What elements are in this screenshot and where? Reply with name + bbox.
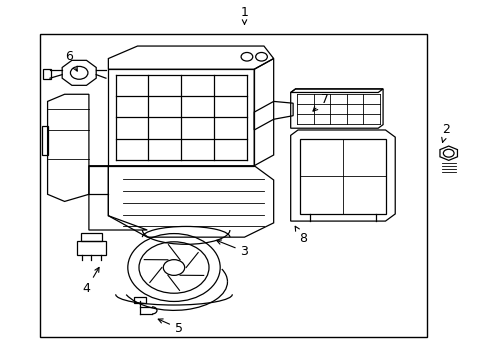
Bar	[133, 297, 146, 303]
Text: 3: 3	[216, 240, 248, 258]
Text: 2: 2	[441, 123, 449, 143]
Bar	[40, 33, 426, 337]
Text: 4: 4	[82, 267, 99, 296]
Bar	[77, 241, 106, 255]
Text: 5: 5	[158, 319, 183, 335]
Bar	[81, 233, 102, 241]
Text: 1: 1	[240, 6, 248, 24]
Text: 7: 7	[312, 93, 328, 111]
Text: 6: 6	[65, 50, 77, 71]
Bar	[42, 68, 51, 79]
Text: 8: 8	[295, 226, 306, 246]
